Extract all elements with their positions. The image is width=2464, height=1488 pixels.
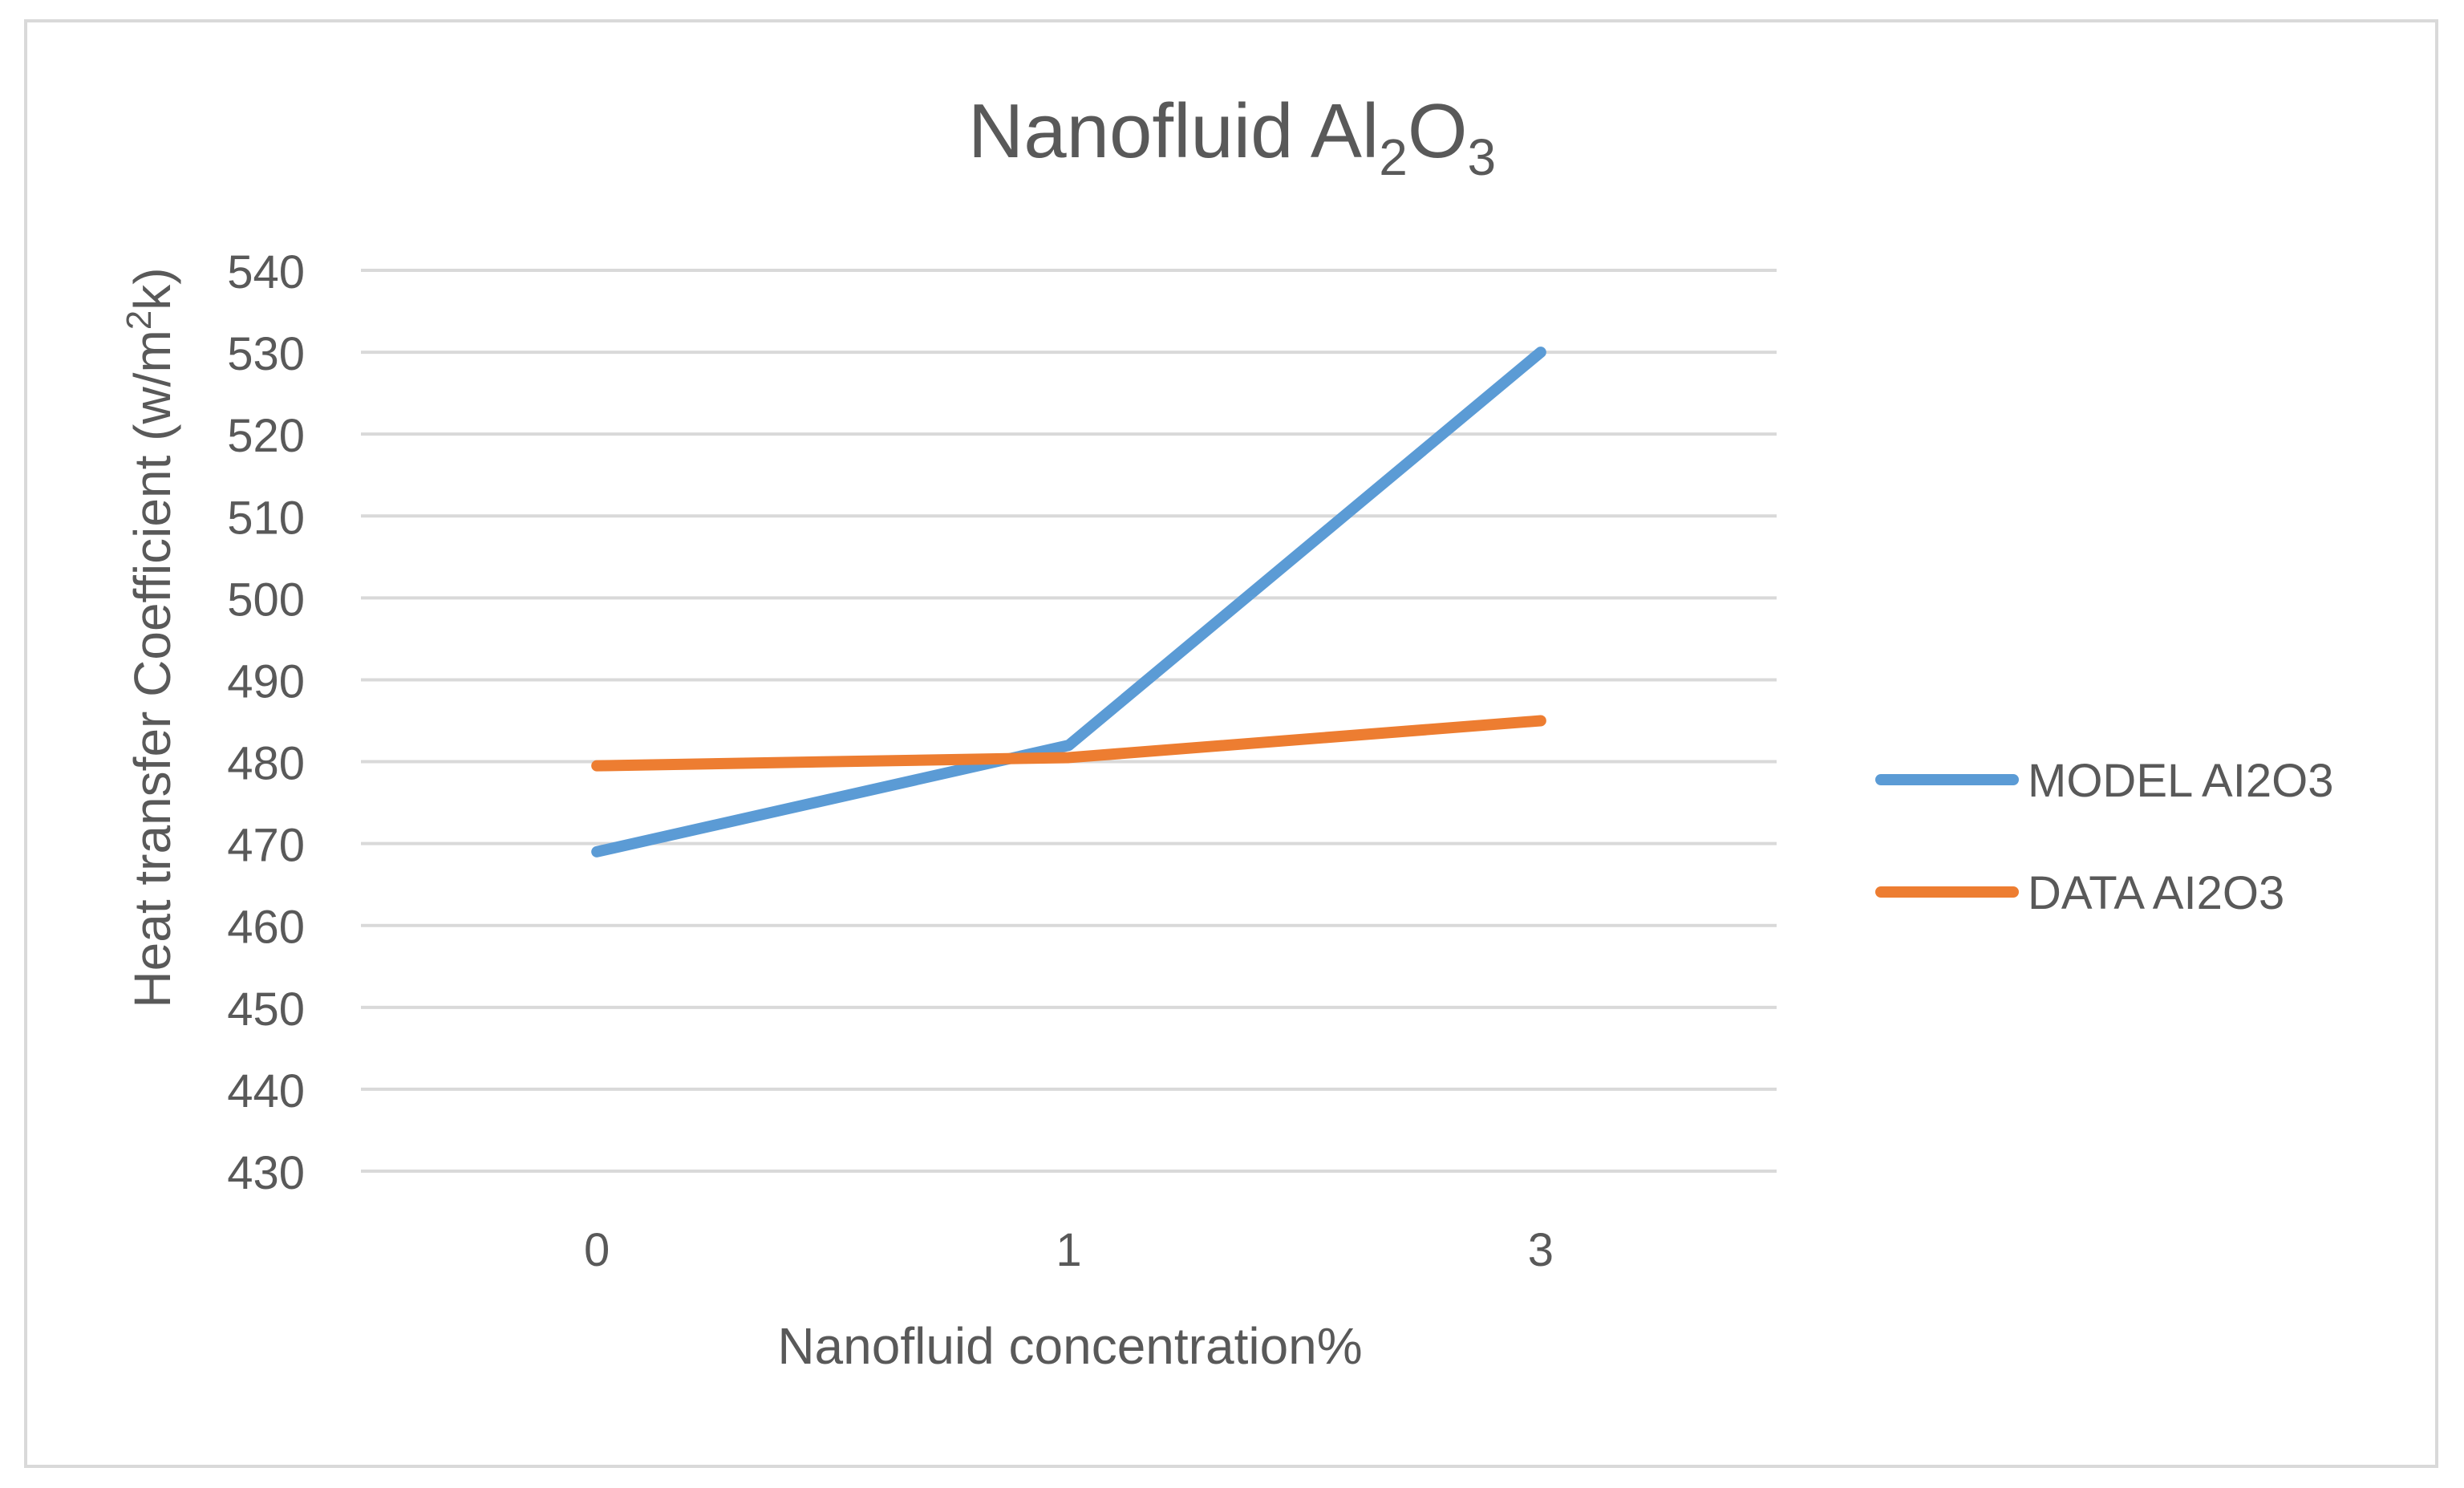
x-axis-label: Nanofluid concentration% — [777, 1317, 1362, 1375]
x-axis-ticks: 0 1 3 — [584, 1224, 1554, 1276]
y-tick-label: 470 — [227, 820, 305, 872]
x-tick-label: 0 — [584, 1224, 610, 1276]
gridlines — [361, 269, 1777, 1173]
y-axis-ticks: 430 440 450 460 470 480 490 500 510 520 530 540 — [227, 246, 305, 1199]
series-line-1 — [591, 347, 1546, 858]
y-tick-label: 510 — [227, 492, 305, 544]
y-axis-label: Heat transfer Coefficient (w/m2k) — [120, 267, 181, 1008]
y-tick-label: 520 — [227, 410, 305, 462]
y-tick-label: 530 — [227, 328, 305, 380]
y-tick-label: 430 — [227, 1147, 305, 1199]
y-tick-label: 450 — [227, 983, 305, 1036]
series-lines — [591, 347, 1546, 858]
y-tick-label: 440 — [227, 1065, 305, 1117]
x-tick-label: 1 — [1056, 1224, 1081, 1276]
data-point — [1068, 744, 1070, 747]
data-point — [596, 850, 598, 853]
chart-title: Nanofluid Al2O3 — [968, 88, 1496, 186]
legend: MODEL AI2O3 DATA AI2O3 — [1875, 755, 2333, 919]
y-tick-label: 500 — [227, 574, 305, 626]
y-tick-label: 540 — [227, 246, 305, 298]
legend-label: DATA AI2O3 — [2028, 867, 2284, 919]
data-point — [1539, 720, 1542, 722]
data-point — [1539, 351, 1542, 354]
data-point — [596, 764, 598, 767]
legend-label: MODEL AI2O3 — [2028, 755, 2333, 807]
y-tick-label: 480 — [227, 738, 305, 790]
x-tick-label: 3 — [1528, 1224, 1554, 1276]
data-point — [1068, 756, 1070, 759]
y-tick-label: 490 — [227, 655, 305, 708]
y-tick-label: 460 — [227, 902, 305, 954]
